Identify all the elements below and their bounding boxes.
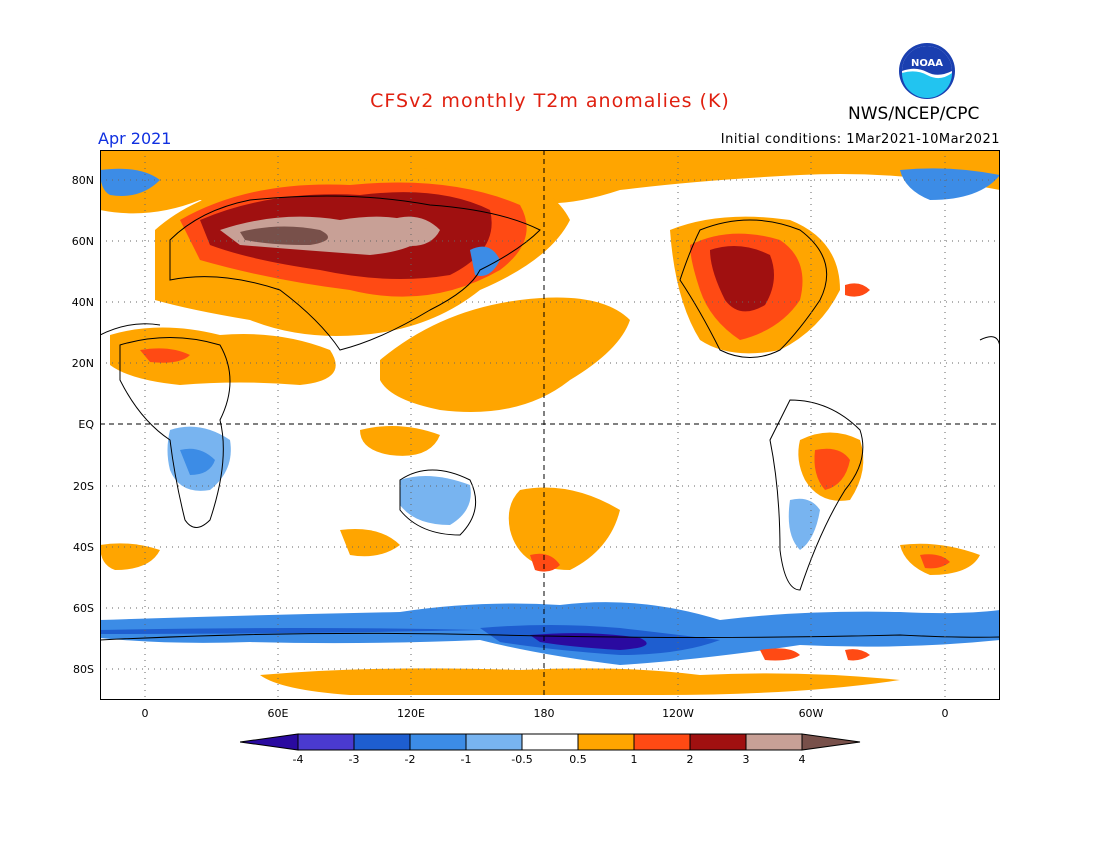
forecast-period: Apr 2021 (98, 129, 172, 148)
initial-conditions: Initial conditions: 1Mar2021-10Mar2021 (720, 132, 1000, 147)
colorbar-tick-label: 0.5 (569, 753, 587, 766)
colorbar-tick-label: -3 (348, 753, 360, 766)
coastlines (100, 195, 1000, 641)
colorbar-low-arrow (240, 733, 299, 751)
lon-label: 0 (941, 707, 949, 720)
colorbar-swatch (689, 733, 747, 751)
colorbar-tick-label: -4 (292, 753, 304, 766)
lon-label: 120E (397, 707, 425, 720)
colorbar-swatch (353, 733, 411, 751)
colorbar-swatch (633, 733, 691, 751)
colorbar-tick-label: -1 (460, 753, 472, 766)
lon-label: 60W (798, 707, 824, 720)
colorbar-tick-label: 2 (686, 753, 694, 766)
colorbar-swatch (577, 733, 635, 751)
colorbar-tick-label: 1 (630, 753, 638, 766)
colorbar-high-arrow (801, 733, 861, 751)
colorbar-swatch (745, 733, 803, 751)
anomaly-map (100, 150, 1000, 700)
lat-label: 80N (71, 174, 94, 187)
anomaly-shading (100, 150, 1000, 695)
colorbar-swatch (409, 733, 467, 751)
colorbar-tick-label: -0.5 (511, 753, 533, 766)
noaa-logo-text: NOAA (911, 58, 943, 69)
organization-label: NWS/NCEP/CPC (848, 104, 980, 124)
lon-label: 60E (267, 707, 289, 720)
colorbar (240, 733, 861, 751)
colorbar-swatch (521, 733, 579, 751)
colorbar-tick-label: 3 (742, 753, 750, 766)
map-grid (100, 150, 1000, 700)
lat-label: 20S (73, 480, 94, 493)
map-title: CFSv2 monthly T2m anomalies (K) (370, 90, 730, 112)
colorbar-tick-label: 4 (798, 753, 806, 766)
colorbar-tick-label: -2 (404, 753, 416, 766)
noaa-logo: NOAA (899, 43, 955, 99)
reference-lines (100, 150, 1000, 700)
lat-label: 40S (73, 541, 94, 554)
lon-label: 120W (662, 707, 694, 720)
lat-label: 40N (71, 296, 94, 309)
colorbar-swatch (465, 733, 523, 751)
lat-label: 60S (73, 602, 94, 615)
colorbar-swatch (297, 733, 355, 751)
lat-label: EQ (78, 418, 94, 431)
lat-label: 60N (71, 235, 94, 248)
lon-label: 180 (533, 707, 555, 720)
lon-label: 0 (141, 707, 149, 720)
lat-label: 20N (71, 357, 94, 370)
lat-label: 80S (73, 663, 94, 676)
